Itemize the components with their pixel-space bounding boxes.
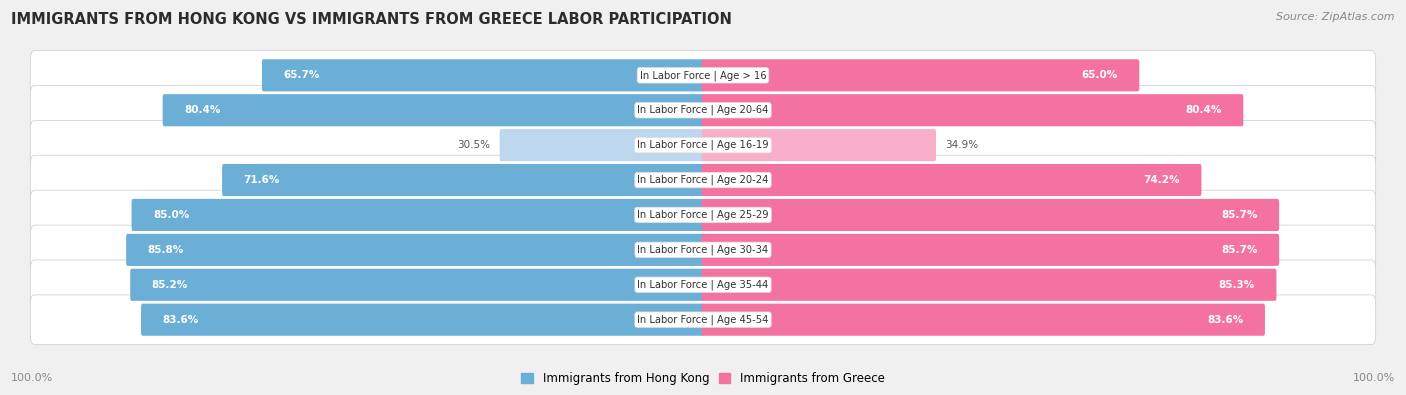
Text: 85.7%: 85.7% [1222,210,1257,220]
Text: In Labor Force | Age 20-64: In Labor Force | Age 20-64 [637,105,769,115]
FancyBboxPatch shape [31,155,1375,205]
Text: 83.6%: 83.6% [163,315,198,325]
FancyBboxPatch shape [702,94,1243,126]
FancyBboxPatch shape [31,85,1375,135]
Text: In Labor Force | Age 35-44: In Labor Force | Age 35-44 [637,280,769,290]
FancyBboxPatch shape [702,59,1139,91]
FancyBboxPatch shape [702,199,1279,231]
Text: 80.4%: 80.4% [1185,105,1222,115]
FancyBboxPatch shape [702,164,1202,196]
Text: 83.6%: 83.6% [1208,315,1243,325]
FancyBboxPatch shape [702,304,1265,336]
FancyBboxPatch shape [127,234,704,266]
Text: 85.7%: 85.7% [1222,245,1257,255]
Text: 74.2%: 74.2% [1143,175,1180,185]
Text: IMMIGRANTS FROM HONG KONG VS IMMIGRANTS FROM GREECE LABOR PARTICIPATION: IMMIGRANTS FROM HONG KONG VS IMMIGRANTS … [11,12,733,27]
FancyBboxPatch shape [499,129,704,161]
Text: 100.0%: 100.0% [1353,373,1395,383]
FancyBboxPatch shape [132,199,704,231]
Text: 30.5%: 30.5% [457,140,491,150]
Text: 71.6%: 71.6% [243,175,280,185]
FancyBboxPatch shape [141,304,704,336]
Text: In Labor Force | Age 45-54: In Labor Force | Age 45-54 [637,314,769,325]
FancyBboxPatch shape [31,190,1375,240]
Text: 85.2%: 85.2% [152,280,188,290]
Text: 85.0%: 85.0% [153,210,190,220]
Text: In Labor Force | Age 25-29: In Labor Force | Age 25-29 [637,210,769,220]
Text: In Labor Force | Age 20-24: In Labor Force | Age 20-24 [637,175,769,185]
FancyBboxPatch shape [31,295,1375,344]
Text: Source: ZipAtlas.com: Source: ZipAtlas.com [1277,12,1395,22]
FancyBboxPatch shape [31,260,1375,310]
Text: 34.9%: 34.9% [945,140,979,150]
FancyBboxPatch shape [163,94,704,126]
FancyBboxPatch shape [262,59,704,91]
FancyBboxPatch shape [31,225,1375,275]
FancyBboxPatch shape [702,234,1279,266]
Text: 65.7%: 65.7% [284,70,321,80]
Text: In Labor Force | Age 30-34: In Labor Force | Age 30-34 [637,245,769,255]
Text: 85.8%: 85.8% [148,245,184,255]
Text: 80.4%: 80.4% [184,105,221,115]
Text: 65.0%: 65.0% [1081,70,1118,80]
FancyBboxPatch shape [702,269,1277,301]
Text: In Labor Force | Age > 16: In Labor Force | Age > 16 [640,70,766,81]
Legend: Immigrants from Hong Kong, Immigrants from Greece: Immigrants from Hong Kong, Immigrants fr… [516,367,890,390]
FancyBboxPatch shape [131,269,704,301]
FancyBboxPatch shape [31,51,1375,100]
FancyBboxPatch shape [222,164,704,196]
Text: 100.0%: 100.0% [11,373,53,383]
Text: In Labor Force | Age 16-19: In Labor Force | Age 16-19 [637,140,769,150]
Text: 85.3%: 85.3% [1219,280,1254,290]
FancyBboxPatch shape [31,120,1375,170]
FancyBboxPatch shape [702,129,936,161]
